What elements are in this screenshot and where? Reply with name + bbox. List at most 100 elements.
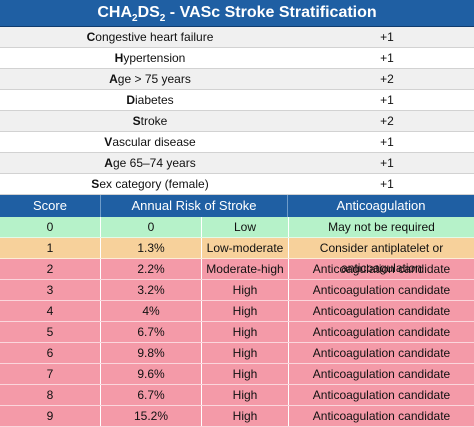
risk-level-cell: High xyxy=(202,322,289,342)
risk-level-cell: High xyxy=(202,406,289,426)
anticoagulation-cell: Anticoagulation candidate xyxy=(312,325,451,339)
risk-factor-row: Congestive heart failure +1 xyxy=(0,27,474,48)
risk-factor-lead-letter: C xyxy=(86,30,96,44)
risk-level-cell: Low-moderate xyxy=(202,238,289,258)
anticoagulation-cell: Anticoagulation candidate xyxy=(312,388,451,402)
risk-factor-row: Age 65–74 years +1 xyxy=(0,153,474,174)
title-mid: DS xyxy=(137,4,160,21)
score-row: 4 4% High Anticoagulation candidate xyxy=(0,301,474,322)
annual-risk-cell: 15.2% xyxy=(101,406,202,426)
score-cell: 3 xyxy=(0,280,101,300)
risk-factor-name: Stroke xyxy=(0,111,300,131)
annual-risk-cell: 6.7% xyxy=(101,385,202,405)
title-sub-1: 2 xyxy=(132,13,138,25)
risk-factor-points: +1 xyxy=(380,156,394,170)
anticoagulation-cell: May not be required xyxy=(328,220,435,234)
annual-risk-cell: 4% xyxy=(101,301,202,321)
score-row: 2 2.2% Moderate-high Anticoagulation candid… xyxy=(0,259,474,280)
risk-factor-points: +1 xyxy=(380,51,394,65)
score-cell: 1 xyxy=(0,238,101,258)
score-cell: 5 xyxy=(0,322,101,342)
score-cell: 6 xyxy=(0,343,101,363)
annual-risk-cell: 2.2% xyxy=(101,259,202,279)
score-row: 7 9.6% High Anticoagulation candidate xyxy=(0,364,474,385)
risk-factor-lead-letter: S xyxy=(132,114,141,128)
risk-factor-lead-letter: S xyxy=(91,177,100,191)
risk-factor-lead-letter: D xyxy=(126,93,135,107)
risk-factor-rest: ascular disease xyxy=(112,135,196,149)
risk-factor-row: Diabetes +1 xyxy=(0,90,474,111)
risk-factor-rest: ex category (female) xyxy=(99,177,209,191)
anticoagulation-cell: Anticoagulation candidate xyxy=(312,262,451,276)
risk-factor-points: +1 xyxy=(380,30,394,44)
risk-level-cell: Low xyxy=(202,217,289,237)
risk-level-cell: High xyxy=(202,280,289,300)
risk-factor-row: Hypertension +1 xyxy=(0,48,474,69)
risk-factor-lead-letter: A xyxy=(104,156,113,170)
risk-factor-name: Congestive heart failure xyxy=(0,27,300,47)
risk-factor-rest: iabetes xyxy=(134,93,174,107)
annual-risk-cell: 3.2% xyxy=(101,280,202,300)
risk-level-cell: High xyxy=(202,301,289,321)
risk-factor-name: Age > 75 years xyxy=(0,69,300,89)
score-row: 8 6.7% High Anticoagulation candidate xyxy=(0,385,474,406)
score-cell: 4 xyxy=(0,301,101,321)
header-anticoagulation: Anticoagulation xyxy=(336,198,426,213)
annual-risk-cell: 6.7% xyxy=(101,322,202,342)
score-row: 9 15.2% High Anticoagulation candidate xyxy=(0,406,474,427)
annual-risk-cell: 9.6% xyxy=(101,364,202,384)
risk-factor-rest: ypertension xyxy=(123,51,186,65)
risk-factor-rest: ge 65–74 years xyxy=(112,156,196,170)
score-row: 5 6.7% High Anticoagulation candidate xyxy=(0,322,474,343)
anticoagulation-cell: Anticoagulation candidate xyxy=(312,283,451,297)
risk-factor-name: Diabetes xyxy=(0,90,300,110)
anticoagulation-cell: Anticoagulation candidate xyxy=(312,367,451,381)
page-title: CHA2DS2 - VASc Stroke Stratification xyxy=(0,0,474,27)
anticoagulation-cell: Anticoagulation candidate xyxy=(312,346,451,360)
risk-factor-rest: troke xyxy=(140,114,168,128)
risk-factor-points: +2 xyxy=(380,72,394,86)
risk-factor-row: Age > 75 years +2 xyxy=(0,69,474,90)
title-prefix: CHA xyxy=(97,4,132,21)
annual-risk-cell: 1.3% xyxy=(101,238,202,258)
score-row: 0 0 Low May not be required xyxy=(0,217,474,238)
risk-factor-rest: ongestive heart failure xyxy=(95,30,214,44)
risk-factor-name: Sex category (female) xyxy=(0,174,300,194)
risk-factor-name: Age 65–74 years xyxy=(0,153,300,173)
score-cell: 2 xyxy=(0,259,101,279)
risk-factor-list: Congestive heart failure +1 Hypertension +1… xyxy=(0,27,474,195)
risk-factor-row: Vascular disease +1 xyxy=(0,132,474,153)
anticoagulation-cell: Anticoagulation candidate xyxy=(312,409,451,423)
risk-factor-row: Stroke +2 xyxy=(0,111,474,132)
score-cell: 8 xyxy=(0,385,101,405)
risk-factor-points: +2 xyxy=(380,114,394,128)
header-score: Score xyxy=(0,195,101,217)
risk-factor-lead-letter: H xyxy=(114,51,124,65)
risk-level-cell: High xyxy=(202,343,289,363)
risk-factor-points: +1 xyxy=(380,177,394,191)
risk-factor-points: +1 xyxy=(380,93,394,107)
risk-factor-lead-letter: V xyxy=(104,135,113,149)
anticoagulation-cell: Consider antiplatelet or anticoagulation xyxy=(319,241,444,275)
risk-level-cell: High xyxy=(202,385,289,405)
score-row: 3 3.2% High Anticoagulation candidate xyxy=(0,280,474,301)
risk-level-cell: Moderate-high xyxy=(202,259,289,279)
score-table-body: 0 0 Low May not be required 1 1.3% Low-moderat… xyxy=(0,217,474,427)
title-sub-2: 2 xyxy=(159,13,166,25)
risk-factor-rest: ge > 75 years xyxy=(117,72,191,86)
score-cell: 7 xyxy=(0,364,101,384)
score-row: 6 9.8% High Anticoagulation candidate xyxy=(0,343,474,364)
risk-factor-row: Sex category (female) +1 xyxy=(0,174,474,195)
score-cell: 0 xyxy=(0,217,101,237)
anticoagulation-cell: Anticoagulation candidate xyxy=(312,304,451,318)
risk-factor-name: Hypertension xyxy=(0,48,300,68)
score-cell: 9 xyxy=(0,406,101,426)
risk-factor-name: Vascular disease xyxy=(0,132,300,152)
risk-level-cell: High xyxy=(202,364,289,384)
score-table-header: Score Annual Risk of Stroke Anticoagulat… xyxy=(0,195,474,217)
annual-risk-cell: 0 xyxy=(101,217,202,237)
risk-factor-lead-letter: A xyxy=(109,72,118,86)
title-suffix: - VASc Stroke Stratification xyxy=(165,4,377,21)
risk-factor-points: +1 xyxy=(380,135,394,149)
